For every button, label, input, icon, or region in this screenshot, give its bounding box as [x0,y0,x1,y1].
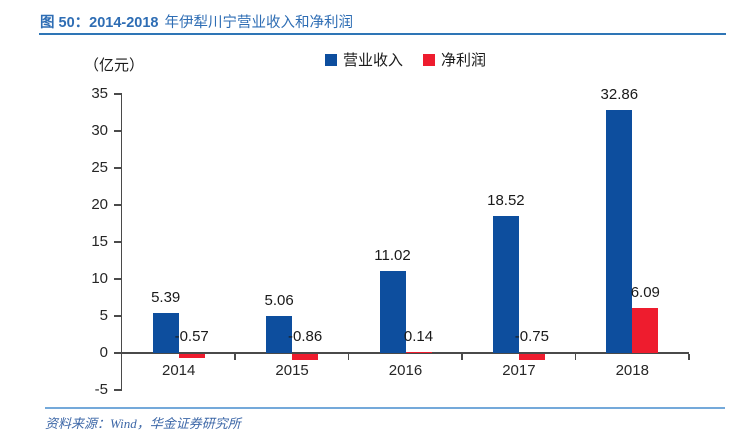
y-tick-mark [114,130,122,132]
y-axis-unit-label: （亿元） [84,57,145,74]
figure-title-number: 图 50：2014-2018 [40,15,159,31]
profit-value-label: 0.14 [403,327,434,345]
y-tick-label: 30 [91,122,108,139]
legend-label-profit: 净利润 [441,52,487,69]
x-tick-mark [347,354,350,360]
y-tick-mark [114,241,122,243]
revenue-value-label: 18.52 [487,191,525,209]
profit-value-label: -0.57 [174,328,209,345]
revenue-value-label: 5.06 [264,291,294,309]
y-axis-line [120,94,122,390]
legend-item-revenue: 营业收入 [324,49,403,70]
y-tick-label: 25 [91,159,108,176]
x-category-label: 2016 [388,362,423,379]
legend-item-profit: 净利润 [423,49,486,70]
figure-title-text: 年伊犁川宁营业收入和净利润 [164,15,354,31]
y-tick-mark [114,315,122,317]
revenue-value-label: 5.39 [151,289,181,307]
title-divider [39,33,726,35]
y-tick-label: 15 [91,233,108,250]
revenue-bar [492,215,519,353]
profit-value-label: -0.86 [287,328,323,345]
profit-bar [178,354,205,359]
x-category-label: 2014 [162,362,196,379]
y-tick-mark [114,204,122,206]
y-tick-mark [114,93,122,95]
profit-bar [632,307,659,353]
profit-value-label: -0.75 [514,328,549,345]
profit-value-label: 6.09 [630,283,660,301]
revenue-bar [152,313,179,353]
profit-bar [292,354,319,361]
y-tick-label: 20 [91,196,108,213]
revenue-bar [266,315,293,353]
revenue-bar [606,109,633,353]
x-category-label: 2018 [615,362,649,379]
revenue-value-label: 32.86 [600,85,639,103]
legend-label-revenue: 营业收入 [342,52,403,69]
y-tick-mark [114,167,122,169]
revenue-swatch-icon [324,53,337,66]
x-tick-mark [688,354,690,360]
source-note: 资料来源：Wind，华金证券研究所 [45,416,241,431]
profit-bar [518,354,545,360]
profit-bar [405,351,432,353]
x-tick-mark [574,354,577,360]
y-tick-label: -5 [94,381,108,398]
y-tick-label: 0 [99,344,108,361]
y-tick-mark [114,389,122,391]
x-category-label: 2015 [275,362,309,379]
x-category-label: 2017 [502,362,536,379]
profit-swatch-icon [423,53,435,66]
figure-title: 图 50：2014-2018 年伊犁川宁营业收入和净利润 [40,11,353,32]
source-divider [45,407,725,409]
revenue-bar [379,271,406,353]
x-tick-mark [234,354,236,360]
y-tick-mark [114,352,122,354]
y-tick-label: 10 [91,270,108,287]
y-tick-mark [114,278,122,280]
chart-legend: 营业收入 净利润 [122,49,689,70]
y-tick-label: 35 [91,85,108,102]
x-tick-mark [461,354,463,360]
revenue-value-label: 11.02 [374,247,411,265]
x-axis-line [120,352,689,354]
y-tick-label: 5 [99,307,108,324]
